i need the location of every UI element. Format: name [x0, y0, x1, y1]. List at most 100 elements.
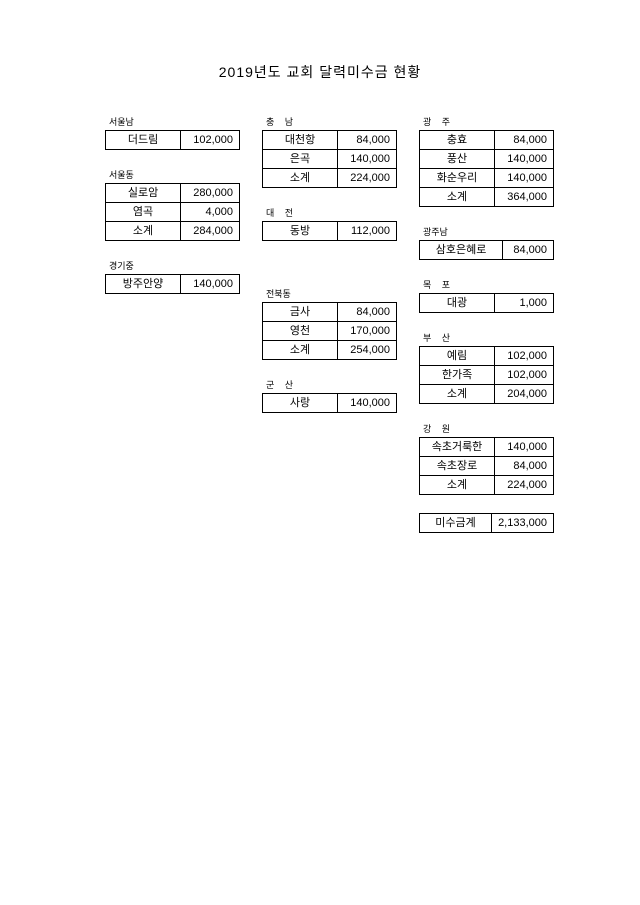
table-row: 소계364,000 — [420, 188, 554, 207]
data-table: 미수금계2,133,000 — [419, 513, 554, 533]
table-row: 사랑140,000 — [263, 394, 397, 413]
row-value: 140,000 — [338, 150, 397, 169]
table-row: 영천170,000 — [263, 322, 397, 341]
region-label: 서울남 — [105, 115, 240, 128]
row-value: 224,000 — [338, 169, 397, 188]
row-name: 영천 — [263, 322, 338, 341]
region-label: 전북동 — [262, 287, 397, 300]
row-name: 대광 — [420, 294, 495, 313]
data-table: 사랑140,000 — [262, 393, 397, 413]
table-row: 미수금계2,133,000 — [420, 514, 554, 533]
table-row: 속초장로84,000 — [420, 457, 554, 476]
row-value: 254,000 — [338, 341, 397, 360]
row-name: 실로암 — [106, 184, 181, 203]
region-label: 서울동 — [105, 168, 240, 181]
table-row: 은곡140,000 — [263, 150, 397, 169]
data-table: 대천항84,000은곡140,000소계224,000 — [262, 130, 397, 188]
row-name: 풍산 — [420, 150, 495, 169]
row-name: 금사 — [263, 303, 338, 322]
data-table: 속초거룩한140,000속초장로84,000소계224,000 — [419, 437, 554, 495]
row-value: 102,000 — [495, 366, 554, 385]
row-name: 삼호은혜로 — [420, 241, 503, 260]
row-value: 84,000 — [503, 241, 554, 260]
row-name: 소계 — [263, 169, 338, 188]
data-table: 금사84,000영천170,000소계254,000 — [262, 302, 397, 360]
region-label: 대 전 — [262, 206, 397, 219]
row-value: 1,000 — [495, 294, 554, 313]
row-name: 대천항 — [263, 131, 338, 150]
row-value: 140,000 — [495, 169, 554, 188]
table-row: 삼호은혜로84,000 — [420, 241, 554, 260]
table-row: 소계224,000 — [263, 169, 397, 188]
table-row: 소계254,000 — [263, 341, 397, 360]
table-row: 대광1,000 — [420, 294, 554, 313]
row-value: 84,000 — [338, 131, 397, 150]
table-row: 금사84,000 — [263, 303, 397, 322]
row-name: 염곡 — [106, 203, 181, 222]
table-row: 더드림102,000 — [106, 131, 240, 150]
data-table: 실로암280,000염곡4,000소계284,000 — [105, 183, 240, 241]
data-table: 대광1,000 — [419, 293, 554, 313]
row-value: 140,000 — [338, 394, 397, 413]
data-table: 충효84,000풍산140,000화순우리140,000소계364,000 — [419, 130, 554, 207]
row-name: 미수금계 — [420, 514, 492, 533]
row-name: 속초장로 — [420, 457, 495, 476]
row-value: 102,000 — [495, 347, 554, 366]
table-row: 풍산140,000 — [420, 150, 554, 169]
row-name: 충효 — [420, 131, 495, 150]
table-row: 소계284,000 — [106, 222, 240, 241]
table-row: 동방112,000 — [263, 222, 397, 241]
row-value: 2,133,000 — [492, 514, 554, 533]
row-name: 화순우리 — [420, 169, 495, 188]
row-name: 소계 — [420, 385, 495, 404]
row-value: 280,000 — [181, 184, 240, 203]
row-value: 224,000 — [495, 476, 554, 495]
table-row: 소계224,000 — [420, 476, 554, 495]
table-row: 화순우리140,000 — [420, 169, 554, 188]
row-value: 364,000 — [495, 188, 554, 207]
row-name: 소계 — [106, 222, 181, 241]
row-name: 소계 — [263, 341, 338, 360]
row-value: 84,000 — [338, 303, 397, 322]
table-row: 염곡4,000 — [106, 203, 240, 222]
row-name: 방주안양 — [106, 275, 181, 294]
region-label: 광 주 — [419, 115, 554, 128]
row-name: 한가족 — [420, 366, 495, 385]
row-value: 84,000 — [495, 457, 554, 476]
data-table: 방주안양140,000 — [105, 274, 240, 294]
data-table: 삼호은혜로84,000 — [419, 240, 554, 260]
row-name: 더드림 — [106, 131, 181, 150]
row-value: 284,000 — [181, 222, 240, 241]
data-table: 더드림102,000 — [105, 130, 240, 150]
data-table: 동방112,000 — [262, 221, 397, 241]
row-name: 소계 — [420, 188, 495, 207]
table-row: 대천항84,000 — [263, 131, 397, 150]
row-value: 204,000 — [495, 385, 554, 404]
column-2: 광 주충효84,000풍산140,000화순우리140,000소계364,000… — [419, 115, 554, 551]
row-value: 4,000 — [181, 203, 240, 222]
row-name: 소계 — [420, 476, 495, 495]
region-label: 강 원 — [419, 422, 554, 435]
column-1: 충 남대천항84,000은곡140,000소계224,000대 전동방112,0… — [262, 115, 397, 551]
row-value: 140,000 — [495, 438, 554, 457]
region-label: 부 산 — [419, 331, 554, 344]
data-table: 예림102,000한가족102,000소계204,000 — [419, 346, 554, 404]
table-row: 충효84,000 — [420, 131, 554, 150]
row-name: 동방 — [263, 222, 338, 241]
row-name: 은곡 — [263, 150, 338, 169]
row-value: 112,000 — [338, 222, 397, 241]
region-label: 군 산 — [262, 378, 397, 391]
table-row: 실로암280,000 — [106, 184, 240, 203]
row-value: 84,000 — [495, 131, 554, 150]
region-label: 광주남 — [419, 225, 554, 238]
row-name: 예림 — [420, 347, 495, 366]
region-label: 목 포 — [419, 278, 554, 291]
table-row: 방주안양140,000 — [106, 275, 240, 294]
row-value: 140,000 — [495, 150, 554, 169]
region-label: 경기중 — [105, 259, 240, 272]
table-row: 속초거룩한140,000 — [420, 438, 554, 457]
row-value: 102,000 — [181, 131, 240, 150]
table-row: 한가족102,000 — [420, 366, 554, 385]
row-value: 170,000 — [338, 322, 397, 341]
row-name: 사랑 — [263, 394, 338, 413]
